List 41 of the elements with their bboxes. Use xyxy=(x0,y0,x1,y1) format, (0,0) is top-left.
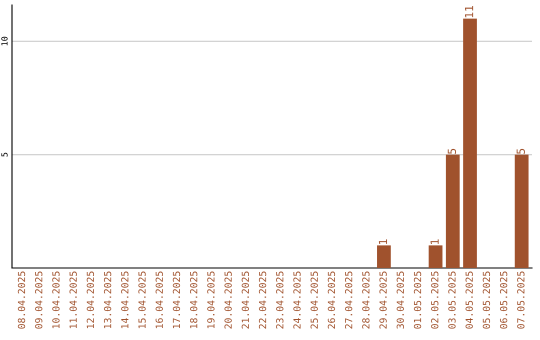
bar xyxy=(463,18,477,268)
y-tick-label: 10 xyxy=(1,36,8,46)
bar xyxy=(428,245,442,268)
x-tick-label: 02.05.2025 xyxy=(431,272,438,329)
x-tick-label: 17.04.2025 xyxy=(172,272,180,328)
x-tick-label: 05.05.2025 xyxy=(482,272,490,329)
x-tick-label: 28.04.2025 xyxy=(362,272,370,329)
x-tick-label: 19.04.2025 xyxy=(207,272,215,328)
x-tick-label: 12.04.2025 xyxy=(86,272,94,328)
x-tick-label: 16.04.2025 xyxy=(156,272,163,328)
x-tick-label: 10.04.2025 xyxy=(52,272,60,328)
bar xyxy=(514,154,529,268)
x-tick-label: 08.04.2025 xyxy=(18,272,26,329)
data-label: 1 xyxy=(378,239,388,244)
bar xyxy=(446,154,460,268)
data-label: 5 xyxy=(516,148,525,154)
x-tick-label: 29.04.2025 xyxy=(379,272,387,329)
x-tick-label: 11.04.2025 xyxy=(69,272,77,328)
x-tick-label: 25.04.2025 xyxy=(310,272,318,329)
x-tick-label: 09.04.2025 xyxy=(35,272,42,329)
x-tick-label: 22.04.2025 xyxy=(258,272,266,329)
x-tick-label: 27.04.2025 xyxy=(344,272,352,329)
x-tick-label: 18.04.2025 xyxy=(190,272,198,328)
x-tick-label: 04.05.2025 xyxy=(466,272,473,329)
x-tick-label: 21.04.2025 xyxy=(242,272,250,329)
x-tick-label: 06.05.2025 xyxy=(500,272,508,329)
x-tick-label: 26.04.2025 xyxy=(328,272,336,329)
x-tick-label: 30.04.2025 xyxy=(396,272,404,329)
data-label: 5 xyxy=(448,148,456,154)
x-tick-label: 24.04.2025 xyxy=(293,272,301,329)
x-tick-label: 20.04.2025 xyxy=(224,272,232,329)
data-label: 11 xyxy=(465,6,474,18)
bar xyxy=(377,245,391,268)
x-tick-label: 13.04.2025 xyxy=(104,272,112,328)
x-tick-label: 01.05.2025 xyxy=(414,272,422,329)
x-tick-label: 07.05.2025 xyxy=(517,272,525,329)
data-label: 1 xyxy=(430,239,439,244)
x-tick-label: 03.05.2025 xyxy=(448,272,456,329)
x-tick-label: 15.04.2025 xyxy=(138,272,146,328)
x-tick-label: 14.04.2025 xyxy=(121,272,128,328)
x-tick-label: 23.04.2025 xyxy=(276,272,284,329)
